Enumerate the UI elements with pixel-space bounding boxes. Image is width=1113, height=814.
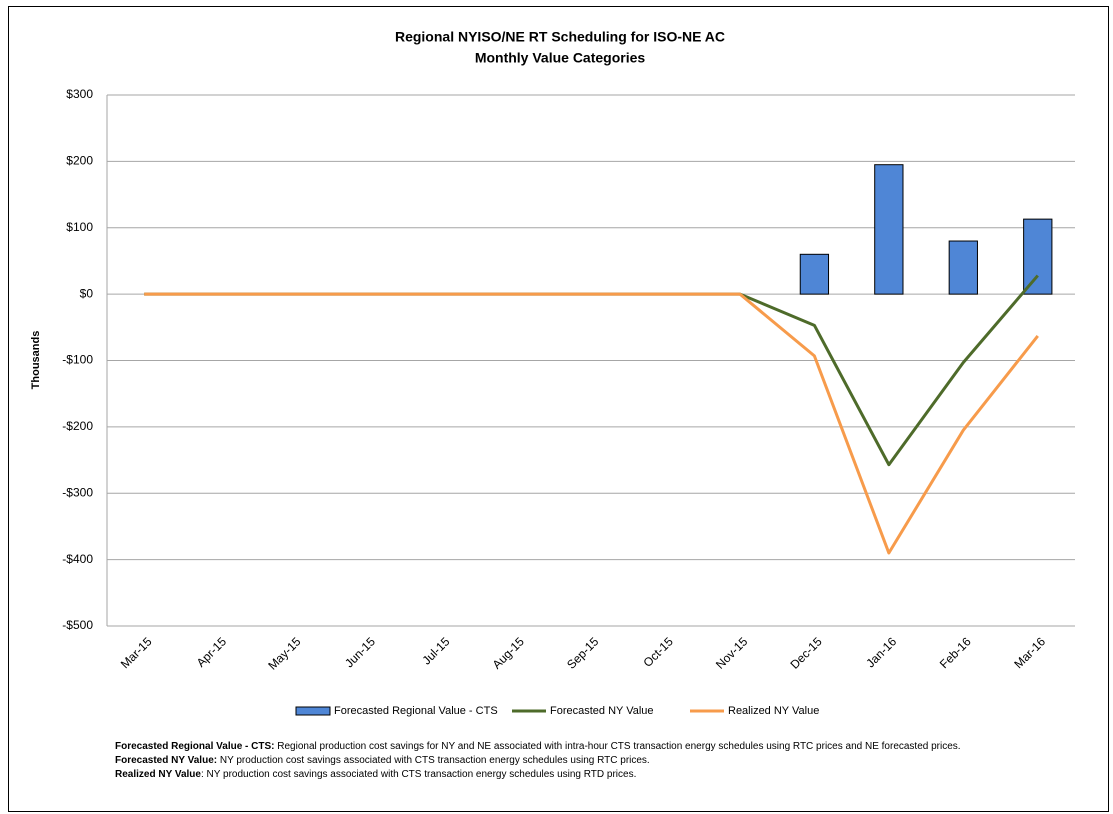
y-tick-label: $200 xyxy=(66,154,93,168)
bar xyxy=(799,253,830,295)
chart-frame xyxy=(8,6,1109,812)
footnote-term: Forecasted NY Value: xyxy=(115,755,217,766)
legend-label: Forecasted Regional Value - CTS xyxy=(334,705,498,717)
y-tick-label: -$500 xyxy=(62,618,93,632)
y-tick-label: -$200 xyxy=(62,419,93,433)
chart-title: Regional NYISO/NE RT Scheduling for ISO-… xyxy=(395,29,725,45)
footnote: Forecasted Regional Value - CTS: Regiona… xyxy=(115,741,961,752)
footnote-text: NY production cost savings associated wi… xyxy=(217,755,650,766)
y-tick-label: -$400 xyxy=(62,552,93,566)
y-tick-label: $0 xyxy=(80,286,94,300)
footnote-text: Regional production cost savings for NY … xyxy=(274,741,960,752)
bar xyxy=(874,164,904,295)
legend-label: Realized NY Value xyxy=(728,705,819,717)
legend-swatch xyxy=(295,706,331,716)
footnote-term: Realized NY Value xyxy=(115,769,201,780)
chart-subtitle: Monthly Value Categories xyxy=(475,50,646,66)
y-tick-label: $100 xyxy=(66,220,93,234)
y-tick-label: $300 xyxy=(66,87,93,101)
bar xyxy=(948,240,978,295)
y-axis-label: Thousands xyxy=(30,331,42,390)
bar xyxy=(1023,218,1053,295)
footnote: Realized NY Value: NY production cost sa… xyxy=(115,769,636,780)
footnote-text: : NY production cost savings associated … xyxy=(201,769,636,780)
footnote-term: Forecasted Regional Value - CTS: xyxy=(115,741,274,752)
y-tick-label: -$300 xyxy=(62,485,93,499)
footnote: Forecasted NY Value: NY production cost … xyxy=(115,755,650,766)
line xyxy=(144,292,1039,555)
y-tick-label: -$100 xyxy=(62,353,93,367)
legend-label: Forecasted NY Value xyxy=(550,705,654,717)
